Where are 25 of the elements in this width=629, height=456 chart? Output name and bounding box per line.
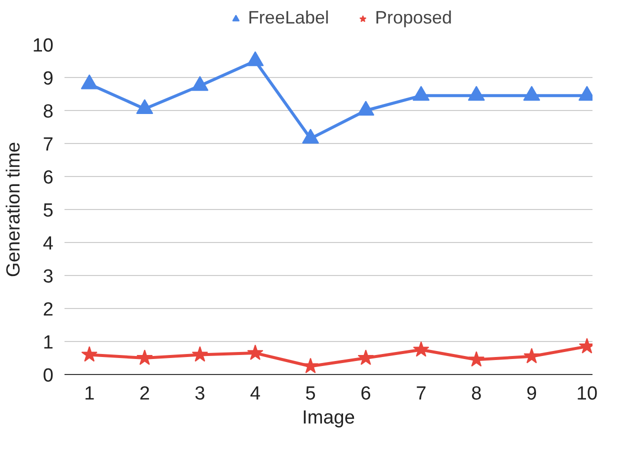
- x-tick-label: 10: [576, 384, 598, 404]
- legend-label: FreeLabel: [248, 8, 329, 28]
- x-tick-label: 6: [360, 384, 372, 404]
- x-tick-label: 4: [250, 384, 261, 404]
- y-tick-label: 4: [42, 234, 54, 254]
- y-tick-label: 6: [42, 168, 54, 188]
- x-tick-label: 5: [305, 384, 316, 404]
- y-tick-label: 2: [42, 300, 54, 320]
- y-tick-label: 3: [42, 266, 54, 288]
- y-tick-label: 5: [42, 200, 54, 222]
- y-axis-title: Generation time: [3, 142, 24, 278]
- y-tick-label: 10: [32, 36, 54, 56]
- x-tick-label: 3: [194, 384, 206, 404]
- y-tick-label: 9: [42, 68, 54, 90]
- x-tick-label: 9: [526, 384, 537, 404]
- y-tick-label: 7: [42, 134, 54, 156]
- x-axis-title: Image: [302, 408, 355, 428]
- x-tick-label: 8: [471, 384, 482, 404]
- x-tick-label: 7: [416, 384, 426, 404]
- legend-label: Proposed: [375, 8, 452, 28]
- y-tick-label: 8: [42, 102, 54, 122]
- x-tick-label: 1: [84, 384, 95, 404]
- y-tick-label: 0: [42, 366, 54, 386]
- x-tick-label: 2: [139, 384, 150, 404]
- y-tick-label: 1: [42, 332, 54, 354]
